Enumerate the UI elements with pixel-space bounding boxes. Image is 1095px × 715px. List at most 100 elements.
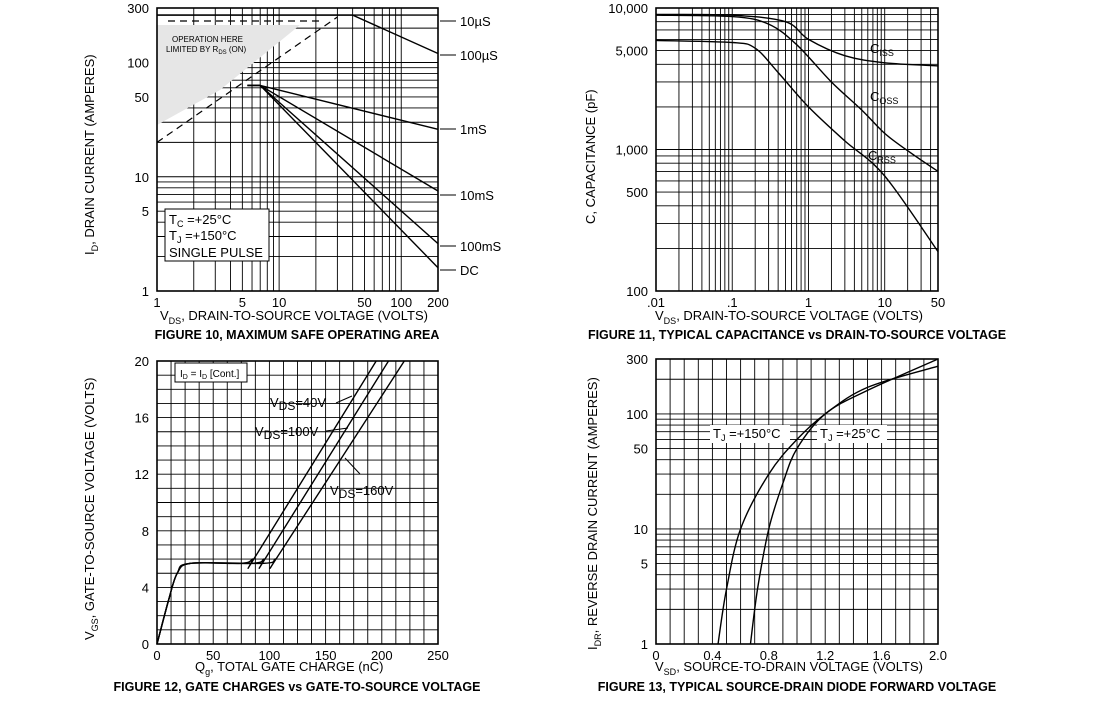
fig11-tick-labels: .01 .1 1 10 50 100 500 1,000 5,000 10,000 (608, 1, 945, 310)
fig13-x-tick-label: 0.4 (703, 648, 721, 663)
fig12-series-vds-160v (156, 360, 405, 645)
fig11-series-label: CISS (870, 41, 894, 58)
fig10-conditions-box (164, 208, 270, 262)
fig10-series-100-s (157, 14, 439, 55)
fig12-y-axis-label: VGS, GATE-TO-SOURCE VOLTAGE (VOLTS) (82, 378, 100, 640)
fig10-y-tick-label: 50 (135, 90, 149, 105)
fig10-annotation-line1: OPERATION HERE (172, 35, 243, 44)
fig12-x-tick-label: 250 (427, 648, 449, 663)
fig10-title: FIGURE 10, MAXIMUM SAFE OPERATING AREA (155, 328, 440, 342)
fig11-y-tick-label: 100 (626, 284, 648, 299)
fig10-series-label: 10µS (460, 14, 491, 29)
fig10-x-tick-label: 10 (272, 295, 286, 310)
fig11-title: FIGURE 11, TYPICAL CAPACITANCE vs DRAIN-… (588, 328, 1006, 342)
fig10-series-label: 100µS (460, 48, 498, 63)
fig12-x-axis-label: Qg, TOTAL GATE CHARGE (nC) (195, 659, 384, 677)
fig12-y-tick-label: 20 (135, 354, 149, 369)
fig13-x-axis-label: VSD, SOURCE-TO-DRAIN VOLTAGE (VOLTS) (655, 659, 923, 677)
fig13-x-tick-label: 1.2 (816, 648, 834, 663)
fig12-x-tick-label: 0 (153, 648, 160, 663)
fig10-x-axis-label: VDS, DRAIN-TO-SOURCE VOLTAGE (VOLTS) (160, 308, 428, 326)
fig10-x-tick-label: 100 (390, 295, 412, 310)
fig13-y-tick-label: 100 (626, 407, 648, 422)
fig11-curves (655, 13, 939, 253)
fig11-x-axis-label: VDS, DRAIN-TO-SOURCE VOLTAGE (VOLTS) (655, 308, 923, 326)
fig12-series-label: VDS=100V (255, 424, 319, 442)
fig10-series-100ms (247, 84, 439, 245)
fig11-grid (656, 8, 938, 291)
fig10-y-tick-label: 300 (127, 1, 149, 16)
fig10-condition-tc: TC =+25°C (169, 212, 231, 229)
fig12-condition-text: ID = ID [Cont.] (180, 369, 240, 381)
fig13-series-labels: TJ =+150°C TJ =+25°C (710, 425, 887, 443)
fig10-annotation-line2: LIMITED BY RDS (ON) (166, 45, 247, 56)
fig11-series-labels: CISS COSS CRSS (868, 41, 898, 165)
fig11-series-label: COSS (870, 89, 898, 106)
fig12-label-leader (335, 395, 353, 404)
fig13-grid (656, 359, 938, 644)
fig10-y-tick-label: 10 (135, 170, 149, 185)
fig12-plot-frame (156, 360, 439, 645)
fig12-condition-box (174, 362, 248, 383)
fig13-series-label: TJ =+150°C (713, 426, 781, 443)
fig10-rdson-shaded-region (157, 25, 300, 125)
fig10-plot-frame (156, 7, 439, 292)
fig13-y-tick-label: 300 (626, 352, 648, 367)
fig12-grid (157, 361, 438, 644)
fig11-x-tick-label: .1 (727, 295, 738, 310)
fig11-x-tick-label: 10 (877, 295, 891, 310)
fig13-y-tick-label: 50 (634, 442, 648, 457)
fig11-y-tick-label: 5,000 (615, 44, 648, 59)
fig13-x-tick-label: 0.8 (760, 648, 778, 663)
fig10-series-label: 1mS (460, 122, 487, 137)
fig12-y-tick-label: 8 (142, 524, 149, 539)
fig13-plot-frame (655, 358, 939, 645)
fig12-label-leader (325, 427, 349, 432)
fig10-series-dc (247, 84, 439, 269)
fig10-series-labels: 10µS 100µS 1mS 10mS 100mS DC (168, 14, 502, 278)
fig11-series-coss (655, 14, 939, 172)
fig12-x-tick-label: 150 (315, 648, 337, 663)
fig10-x-tick-label: 50 (357, 295, 371, 310)
fig12-series-labels: VDS=40V VDS=100V VDS=160V (255, 395, 394, 501)
fig10-x-tick-label: 200 (427, 295, 449, 310)
fig11-y-axis-label: C, CAPACITANCE (pF) (583, 89, 598, 224)
fig10-series-1ms (247, 84, 439, 130)
fig10-condition-pulse: SINGLE PULSE (169, 245, 263, 260)
fig13-label-background (817, 425, 887, 443)
fig12-y-tick-label: 4 (142, 580, 149, 595)
fig10-series-label: 10mS (460, 188, 494, 203)
fig13-curves (717, 358, 939, 645)
fig12-chart: 0 50 100 150 200 250 0 4 8 12 16 20 ID = ID [Cont.]… (82, 354, 480, 694)
fig11-x-tick-label: 50 (931, 295, 945, 310)
fig13-series-tj-25-c (749, 358, 939, 645)
fig11-y-tick-label: 1,000 (615, 143, 648, 158)
fig13-y-tick-label: 10 (634, 522, 648, 537)
fig12-series-label: VDS=40V (270, 395, 326, 413)
fig13-x-tick-label: 2.0 (929, 648, 947, 663)
fig10-series-label: DC (460, 263, 479, 278)
fig12-y-tick-label: 12 (135, 467, 149, 482)
fig13-series-label: TJ =+25°C (820, 426, 880, 443)
fig10-tick-labels: 1 5 10 50 100 200 1 5 10 50 100 300 (127, 1, 449, 310)
fig12-tick-labels: 0 50 100 150 200 250 0 4 8 12 16 20 (135, 354, 449, 663)
fig12-curves (156, 360, 405, 645)
fig10-x-tick-label: 1 (153, 295, 160, 310)
fig12-x-tick-label: 50 (206, 648, 220, 663)
fig13-tick-labels: 0 0.4 0.8 1.2 1.6 2.0 1 5 10 50 100 300 (626, 352, 947, 663)
fig10-y-tick-label: 100 (127, 56, 149, 71)
fig11-series-label: CRSS (868, 148, 896, 165)
fig13-series-tj-150-c (717, 365, 939, 645)
fig11-chart: .01 .1 1 10 50 100 500 1,000 5,000 10,000 CISS COS… (583, 1, 1006, 342)
fig12-x-tick-label: 200 (371, 648, 393, 663)
fig11-y-tick-label: 500 (626, 185, 648, 200)
fig13-y-axis-label: IDR, REVERSE DRAIN CURRENT (AMPERES) (585, 377, 603, 650)
fig10-curves (156, 14, 439, 269)
fig10-y-axis-label: ID, DRAIN CURRENT (AMPERES) (82, 54, 100, 255)
fig11-series-ciss (655, 13, 939, 67)
fig11-x-tick-label: .01 (647, 295, 665, 310)
fig13-x-tick-label: 1.6 (873, 648, 891, 663)
